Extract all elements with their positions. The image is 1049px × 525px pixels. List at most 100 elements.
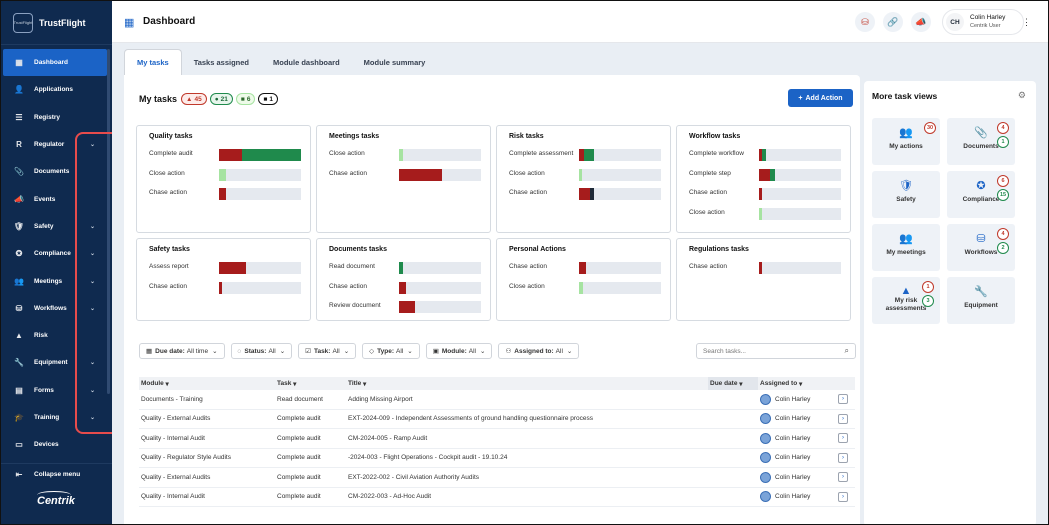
search-icon[interactable]: ⌕ xyxy=(844,346,849,355)
add-action-button[interactable]: + Add Action xyxy=(788,89,853,107)
sidebar-item-events[interactable]: 📣 Events xyxy=(3,185,107,212)
filter-due-date[interactable]: ▦ Due date: All time ⌄ xyxy=(139,343,225,359)
sidebar-item-applications[interactable]: 👤 Applications xyxy=(3,76,107,103)
task-view-my-actions[interactable]: 👥 My actions 30 xyxy=(872,118,940,165)
gear-icon[interactable]: ⚙ xyxy=(1017,90,1026,100)
progress-bar[interactable] xyxy=(219,168,301,181)
table-row[interactable]: Quality - External Audits Complete audit E… xyxy=(139,468,855,488)
tab-my-tasks[interactable]: My tasks xyxy=(124,49,182,75)
task-row[interactable]: Complete workflow xyxy=(689,148,841,162)
search-input[interactable]: Search tasks... ⌕ xyxy=(696,343,856,359)
badge-green[interactable]: ● 21 xyxy=(209,93,233,105)
sidebar-item-dashboard[interactable]: ▦ Dashboard xyxy=(3,49,107,77)
progress-bar[interactable] xyxy=(759,207,841,220)
table-row[interactable]: Documents - Training Read document Adding … xyxy=(139,390,855,410)
task-row[interactable]: Chase action xyxy=(689,187,841,201)
sidebar-item-documents[interactable]: 📎 Documents xyxy=(3,158,107,185)
progress-bar[interactable] xyxy=(399,301,481,313)
chevron-down-icon[interactable]: ⌄ xyxy=(89,415,95,421)
table-row[interactable]: Quality - Regulator Style Audits Complete… xyxy=(139,449,855,468)
task-row[interactable]: Chase action xyxy=(509,261,661,275)
sidebar-scrollbar[interactable] xyxy=(107,49,110,394)
badge-lgreen[interactable]: ■ 6 xyxy=(235,93,256,105)
chevron-down-icon[interactable]: ⌄ xyxy=(89,142,95,149)
progress-bar[interactable] xyxy=(399,168,481,181)
task-row[interactable]: Chase action xyxy=(149,281,301,295)
user-menu[interactable]: CH Colin Harley Centrik User ⋮ xyxy=(942,9,1031,35)
filter-module[interactable]: ▣ Module: All ⌄ xyxy=(425,343,493,359)
task-row[interactable]: Complete audit xyxy=(149,148,301,162)
table-row[interactable]: Quality - Internal Audit Complete audit CM… xyxy=(139,429,855,449)
progress-bar[interactable] xyxy=(579,188,661,200)
progress-bar[interactable] xyxy=(219,188,301,200)
table-row[interactable]: Quality - Internal Audit Complete audit CM… xyxy=(139,488,855,507)
sidebar-item-forms[interactable]: ▤ Forms ⌄ xyxy=(3,377,107,404)
progress-bar[interactable] xyxy=(219,149,301,161)
task-row[interactable]: Close action xyxy=(329,148,481,162)
sidebar-item-registry[interactable]: ☰ Registry xyxy=(3,104,107,131)
col-assigned[interactable]: Assigned to ▾ xyxy=(760,380,803,388)
col-due-date[interactable]: Due date ▾ xyxy=(708,377,758,390)
task-view-my-meetings[interactable]: 👥 My meetings xyxy=(872,224,940,271)
col-task[interactable]: Task ▾ xyxy=(277,380,297,388)
progress-bar[interactable] xyxy=(579,281,661,294)
open-row-button[interactable]: › xyxy=(838,394,848,405)
progress-bar[interactable] xyxy=(759,188,841,200)
progress-bar[interactable] xyxy=(399,149,481,161)
task-row[interactable]: Close action xyxy=(509,281,661,295)
chevron-down-icon[interactable]: ⌄ xyxy=(89,305,95,312)
sidebar-item-risk[interactable]: ▲ Risk xyxy=(3,322,107,349)
col-module[interactable]: Module ▾ xyxy=(141,380,169,388)
task-view-equipment[interactable]: 🔧 Equipment xyxy=(947,277,1015,324)
task-row[interactable]: Complete assessment xyxy=(509,148,661,162)
progress-bar[interactable] xyxy=(759,149,841,161)
sidebar-item-safety[interactable]: 🛡 Safety ⌄ xyxy=(3,213,107,240)
open-row-button[interactable]: › xyxy=(838,491,848,502)
filter-task[interactable]: ☑ Task: All ⌄ xyxy=(298,343,357,359)
tab-module-dashboard[interactable]: Module dashboard xyxy=(273,57,340,67)
open-row-button[interactable]: › xyxy=(838,452,848,463)
col-title[interactable]: Title ▾ xyxy=(348,380,367,388)
progress-bar[interactable] xyxy=(399,262,481,274)
task-row[interactable]: Review document xyxy=(329,300,481,314)
progress-bar[interactable] xyxy=(399,281,481,294)
progress-bar[interactable] xyxy=(219,281,301,294)
sidebar-item-regulator[interactable]: R Regulator ⌄ xyxy=(3,131,107,158)
link-icon[interactable]: 🔗 xyxy=(883,12,903,32)
task-row[interactable]: Close action xyxy=(149,168,301,182)
sidebar-item-workflows[interactable]: ⛁ Workflows ⌄ xyxy=(3,295,107,322)
chevron-down-icon[interactable]: ⌄ xyxy=(89,387,95,394)
badge-dark[interactable]: ■ 1 xyxy=(258,93,278,105)
task-row[interactable]: Chase action xyxy=(329,168,481,182)
megaphone-icon[interactable]: 📣 xyxy=(911,12,931,32)
table-row[interactable]: Quality - External Audits Complete audit E… xyxy=(139,410,855,429)
tab-module-summary[interactable]: Module summary xyxy=(363,57,426,67)
task-row[interactable]: Assess report xyxy=(149,261,301,275)
filter-status[interactable]: ◌ Status: All ⌄ xyxy=(230,343,293,359)
sidebar-item-equipment[interactable]: 🔧 Equipment ⌄ xyxy=(3,349,107,376)
progress-bar[interactable] xyxy=(579,149,661,161)
task-row[interactable]: Chase action xyxy=(329,281,481,295)
collapse-menu-button[interactable]: ⇤ Collapse menu xyxy=(1,463,112,485)
progress-bar[interactable] xyxy=(579,168,661,181)
task-row[interactable]: Chase action xyxy=(509,187,661,201)
badge-red[interactable]: ▲ 45 xyxy=(181,93,207,105)
chevron-down-icon[interactable]: ⌄ xyxy=(89,360,95,367)
task-row[interactable]: Chase action xyxy=(149,187,301,201)
brand-header[interactable]: TrustFlight TrustFlight xyxy=(1,1,112,45)
task-view-compliance[interactable]: ✪ Compliance 6 15 xyxy=(947,171,1015,218)
open-row-button[interactable]: › xyxy=(838,472,848,483)
task-row[interactable]: Close action xyxy=(689,207,841,221)
stack-red-icon[interactable]: ⛁ xyxy=(855,12,875,32)
task-view-workflows[interactable]: ⛁ Workflows 4 2 xyxy=(947,224,1015,271)
more-options-icon[interactable]: ⋮ xyxy=(1022,17,1031,27)
task-view-my-risk-assessments[interactable]: ▲ My risk assessments 1 3 xyxy=(872,277,940,324)
sidebar-item-compliance[interactable]: ✪ Compliance ⌄ xyxy=(3,240,107,267)
progress-bar[interactable] xyxy=(759,168,841,181)
chevron-down-icon[interactable]: ⌄ xyxy=(89,223,95,230)
open-row-button[interactable]: › xyxy=(838,433,848,444)
filter-type[interactable]: ◇ Type: All ⌄ xyxy=(362,343,420,359)
tab-tasks-assigned[interactable]: Tasks assigned xyxy=(193,57,249,67)
chevron-down-icon[interactable]: ⌄ xyxy=(89,251,95,258)
chevron-down-icon[interactable]: ⌄ xyxy=(89,278,95,285)
